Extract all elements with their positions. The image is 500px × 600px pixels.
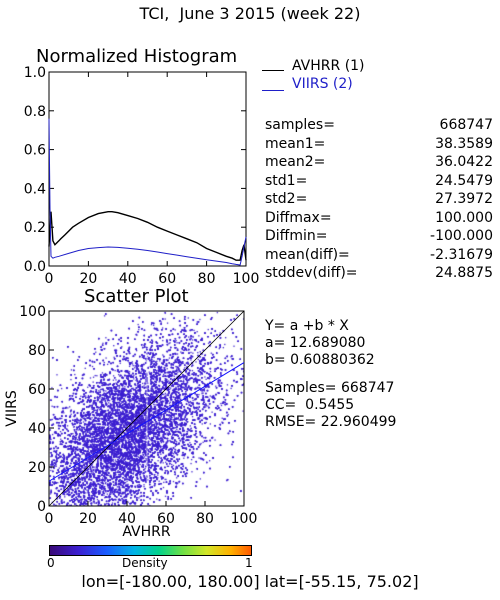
stat-name: std1=: [265, 172, 308, 189]
x-tick-label: 80: [198, 271, 216, 287]
colorbar-max: 1: [245, 556, 253, 570]
legend-label-viirs: VIIRS (2): [292, 76, 353, 92]
stat-name: stddev(diff)=: [265, 265, 358, 281]
scatter-y-tick-label: 60: [28, 382, 46, 398]
scatter-y-tick-label: 20: [28, 460, 46, 476]
fit-a: a= 12.689080: [265, 335, 366, 351]
histogram-series-viirs: [48, 118, 247, 266]
stat-row: std2= 27.3972: [265, 191, 493, 207]
scatter-y-tick-label: 80: [28, 343, 46, 359]
stat-value: 668747: [439, 117, 493, 133]
stat-row: mean2= 36.0422: [265, 154, 493, 170]
fit-samples: Samples= 668747: [265, 380, 395, 396]
stat-value: 100.000: [435, 209, 493, 226]
stat-row: Diffmax= 100.000: [265, 210, 493, 226]
fit-equation: Y= a +b * X: [265, 318, 349, 334]
scatter-x-tick-label: 0: [45, 511, 54, 527]
scatter-y-tick-label: 100: [19, 304, 46, 320]
stat-name: mean(diff)=: [265, 246, 350, 263]
x-tick-label: 60: [158, 271, 176, 287]
histogram-series-avhrr: [48, 210, 247, 261]
fit-b: b= 0.60880362: [265, 352, 375, 368]
stat-value: 36.0422: [435, 154, 493, 170]
stat-row: std1= 24.5479: [265, 173, 493, 189]
stat-name: mean2=: [265, 154, 326, 170]
stat-name: std2=: [265, 191, 308, 207]
stat-name: mean1=: [265, 135, 326, 152]
page-title: TCI, June 3 2015 (week 22): [139, 4, 361, 23]
stat-row: mean(diff)= -2.31679: [265, 247, 493, 263]
stat-row: mean1= 38.3589: [265, 136, 493, 152]
x-tick-label: 0: [45, 271, 54, 287]
y-tick-label: 0.2: [24, 220, 46, 236]
scatter-y-label: VIIRS: [4, 390, 20, 427]
stat-value: 27.3972: [435, 191, 493, 207]
stat-row: stddev(diff)= 24.8875: [265, 265, 493, 281]
y-tick-label: 0.0: [24, 259, 46, 275]
stat-name: Diffmin=: [265, 228, 328, 244]
colorbar: [49, 545, 252, 556]
fit-cc: CC= 0.5455: [265, 397, 355, 413]
y-tick-label: 0.4: [24, 181, 46, 197]
stat-value: -100.000: [430, 228, 493, 244]
scatter-x-tick-label: 100: [231, 511, 258, 527]
scatter-y-tick-label: 0: [37, 499, 46, 515]
y-tick-label: 0.8: [24, 104, 46, 120]
legend-line-viirs: [262, 90, 284, 91]
colorbar-label: Density: [122, 556, 168, 570]
y-tick-label: 0.6: [24, 143, 46, 159]
stat-row: Diffmin= -100.000: [265, 228, 493, 244]
legend-label-avhrr: AVHRR (1): [292, 58, 365, 74]
histogram-frame: [48, 71, 247, 267]
stat-name: samples=: [265, 117, 335, 133]
scatter-x-tick-label: 80: [196, 511, 214, 527]
stat-value: 24.8875: [435, 265, 493, 281]
scatter-x-tick-label: 40: [118, 511, 136, 527]
scatter-points: [49, 311, 244, 506]
stat-value: -2.31679: [430, 246, 493, 263]
scatter-x-tick-label: 60: [157, 511, 175, 527]
stat-name: Diffmax=: [265, 209, 332, 226]
scatter-x-tick-label: 20: [79, 511, 97, 527]
legend-line-avhrr: [262, 70, 284, 71]
x-tick-label: 100: [233, 271, 260, 287]
scatter-x-label: AVHRR: [122, 524, 171, 540]
colorbar-min: 0: [47, 556, 55, 570]
histogram-title: Normalized Histogram: [36, 46, 238, 67]
stat-value: 38.3589: [435, 135, 493, 152]
scatter-y-tick-label: 40: [28, 421, 46, 437]
fit-rmse: RMSE= 22.960499: [265, 414, 397, 430]
x-tick-label: 20: [79, 271, 97, 287]
coverage-footer: lon=[-180.00, 180.00] lat=[-55.15, 75.02…: [81, 572, 419, 591]
y-tick-label: 1.0: [24, 65, 46, 81]
stat-value: 24.5479: [435, 172, 493, 189]
stat-row: samples= 668747: [265, 117, 493, 133]
scatter-title: Scatter Plot: [84, 286, 189, 307]
x-tick-label: 40: [119, 271, 137, 287]
